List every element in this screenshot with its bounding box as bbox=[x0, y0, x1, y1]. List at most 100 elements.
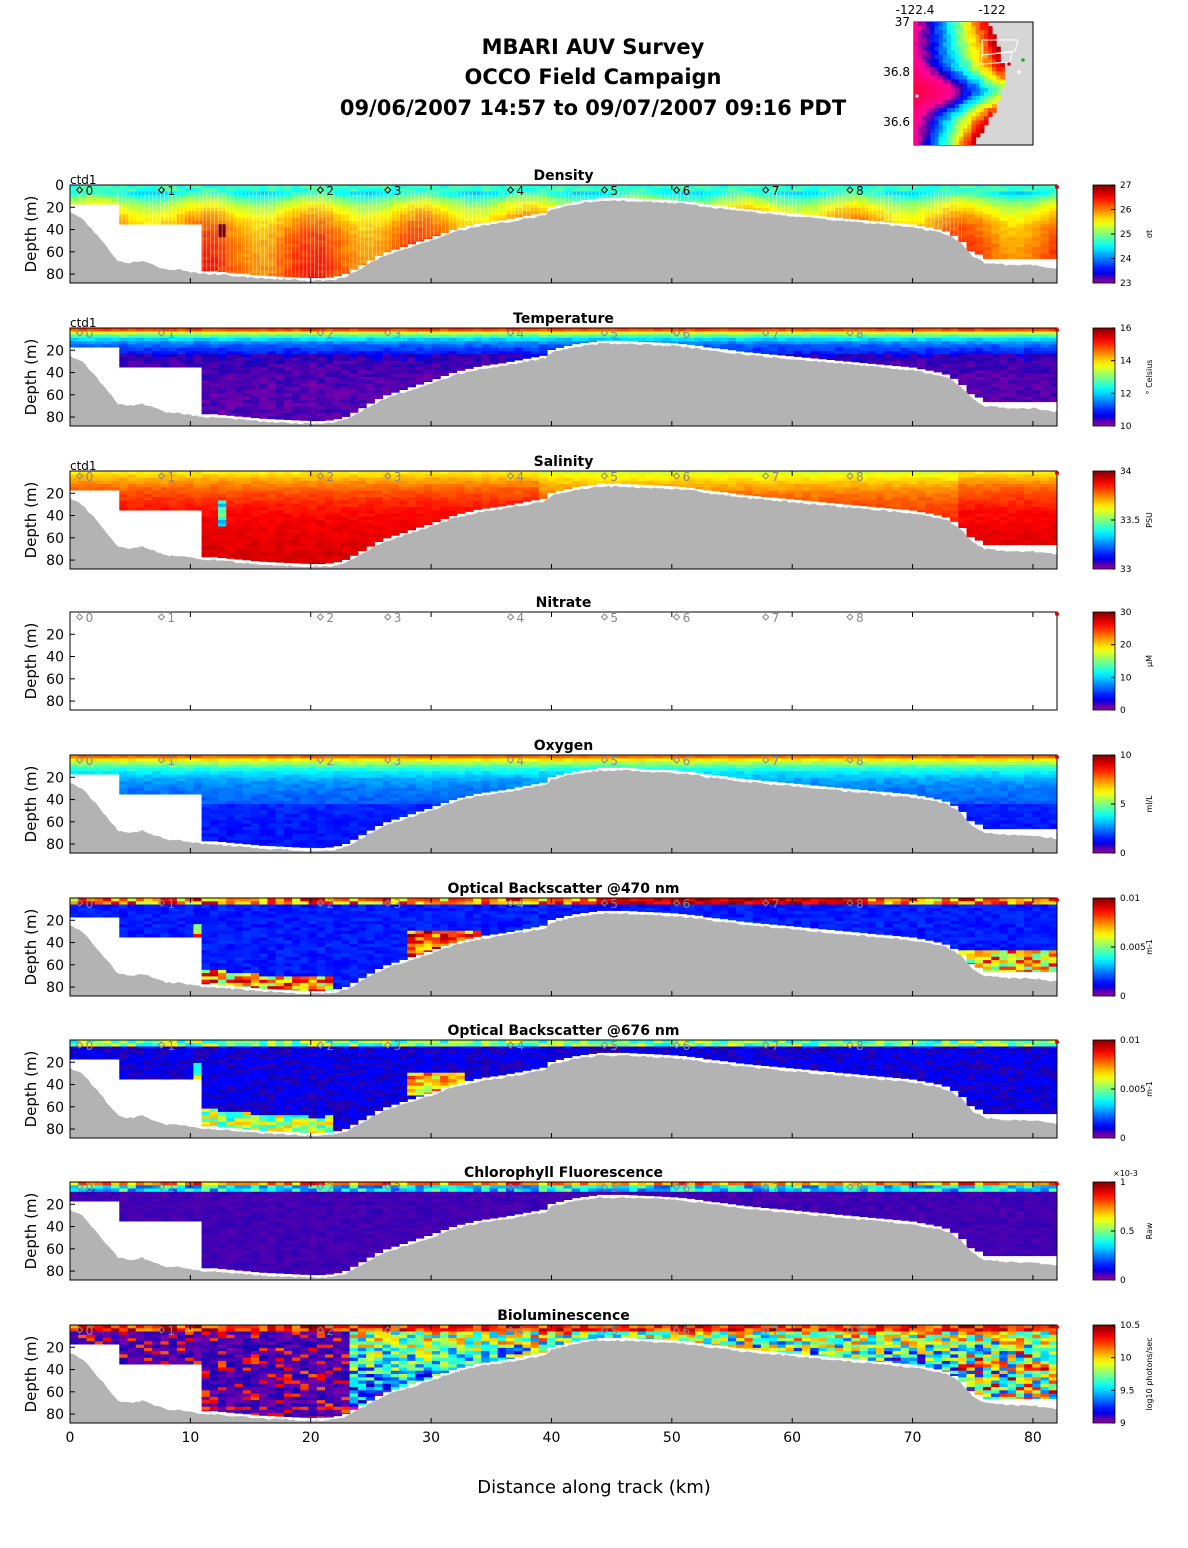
data-cell bbox=[514, 328, 523, 332]
data-cell bbox=[168, 471, 178, 475]
data-cell bbox=[892, 360, 902, 365]
data-cell bbox=[259, 383, 268, 388]
data-cell bbox=[917, 363, 926, 368]
data-cell bbox=[316, 250, 326, 255]
data-cell bbox=[867, 480, 877, 485]
data-cell bbox=[991, 328, 1000, 332]
data-cell bbox=[555, 328, 565, 332]
data-cell bbox=[152, 480, 162, 485]
data-cell bbox=[448, 513, 458, 517]
station-label: 5 bbox=[610, 184, 618, 198]
data-cell bbox=[1040, 204, 1050, 209]
data-cell bbox=[226, 406, 236, 411]
data-cell bbox=[407, 506, 416, 511]
data-cell bbox=[522, 328, 532, 332]
data-cell bbox=[185, 347, 194, 352]
data-cell bbox=[818, 500, 828, 503]
data-cell bbox=[818, 188, 828, 193]
data-cell bbox=[900, 480, 910, 485]
data-cell bbox=[900, 347, 910, 352]
data-cell bbox=[333, 363, 342, 368]
data-cell bbox=[259, 266, 268, 271]
data-cell bbox=[349, 367, 359, 372]
data-cell bbox=[1015, 350, 1025, 355]
data-cell bbox=[431, 377, 441, 380]
data-cell bbox=[588, 334, 597, 339]
data-cell bbox=[201, 204, 211, 209]
data-cell bbox=[785, 331, 795, 336]
data-cell bbox=[283, 542, 293, 547]
data-cell bbox=[464, 334, 474, 339]
data-cell bbox=[950, 506, 959, 511]
data-cell bbox=[983, 373, 992, 378]
data-cell bbox=[752, 188, 762, 193]
data-cell bbox=[259, 227, 268, 232]
data-cell bbox=[818, 477, 828, 482]
data-cell bbox=[744, 188, 754, 193]
data-cell bbox=[316, 533, 326, 537]
data-cell bbox=[473, 337, 482, 342]
data-cell bbox=[341, 188, 351, 193]
data-cell bbox=[456, 506, 466, 511]
data-cell bbox=[349, 386, 359, 391]
data-cell bbox=[308, 412, 318, 417]
data-cell bbox=[267, 220, 277, 225]
data-cell bbox=[908, 503, 918, 508]
data-cell bbox=[711, 347, 721, 349]
data-cell bbox=[744, 490, 754, 495]
data-cell bbox=[917, 510, 926, 513]
data-cell bbox=[859, 500, 869, 505]
data-cell bbox=[892, 363, 902, 367]
data-cell bbox=[119, 503, 129, 508]
data-cell bbox=[94, 344, 104, 348]
data-cell bbox=[193, 204, 203, 209]
data-cell bbox=[1007, 250, 1017, 255]
data-cell bbox=[259, 484, 268, 488]
data-cell bbox=[308, 529, 318, 534]
data-cell bbox=[333, 477, 342, 482]
data-cell bbox=[440, 347, 449, 352]
data-cell bbox=[785, 191, 795, 196]
data-cell bbox=[283, 386, 293, 391]
data-cell bbox=[547, 331, 556, 336]
data-cell bbox=[983, 217, 992, 222]
data-cell bbox=[144, 220, 153, 225]
data-cell bbox=[267, 360, 277, 365]
data-cell bbox=[357, 542, 367, 547]
data-cell bbox=[234, 234, 244, 238]
data-cell bbox=[826, 490, 836, 495]
data-cell bbox=[1024, 357, 1033, 362]
data-cell bbox=[250, 503, 260, 508]
data-cell bbox=[357, 383, 367, 388]
data-cell bbox=[867, 198, 877, 202]
data-cell bbox=[752, 191, 762, 196]
data-cell bbox=[201, 185, 211, 189]
data-cell bbox=[292, 237, 301, 242]
data-cell bbox=[135, 484, 145, 488]
data-cell bbox=[999, 328, 1009, 332]
data-cell bbox=[390, 367, 400, 372]
data-cell bbox=[333, 386, 342, 391]
data-cell bbox=[267, 377, 277, 381]
data-cell bbox=[333, 520, 342, 524]
data-cell bbox=[958, 493, 968, 498]
data-cell bbox=[382, 250, 392, 253]
data-cell bbox=[950, 503, 959, 508]
data-cell bbox=[292, 471, 301, 475]
data-cell bbox=[423, 344, 433, 349]
data-cell bbox=[283, 549, 293, 554]
data-cell bbox=[834, 350, 844, 355]
data-cell bbox=[226, 269, 236, 273]
data-cell bbox=[308, 510, 318, 515]
data-cell bbox=[226, 354, 236, 358]
data-cell bbox=[440, 357, 449, 362]
data-cell bbox=[966, 237, 976, 242]
data-cell bbox=[867, 360, 877, 364]
data-cell bbox=[711, 204, 721, 206]
data-cell bbox=[900, 350, 910, 355]
data-cell bbox=[728, 334, 737, 339]
data-cell bbox=[308, 377, 318, 381]
data-cell bbox=[325, 412, 334, 417]
data-cell bbox=[736, 185, 745, 189]
